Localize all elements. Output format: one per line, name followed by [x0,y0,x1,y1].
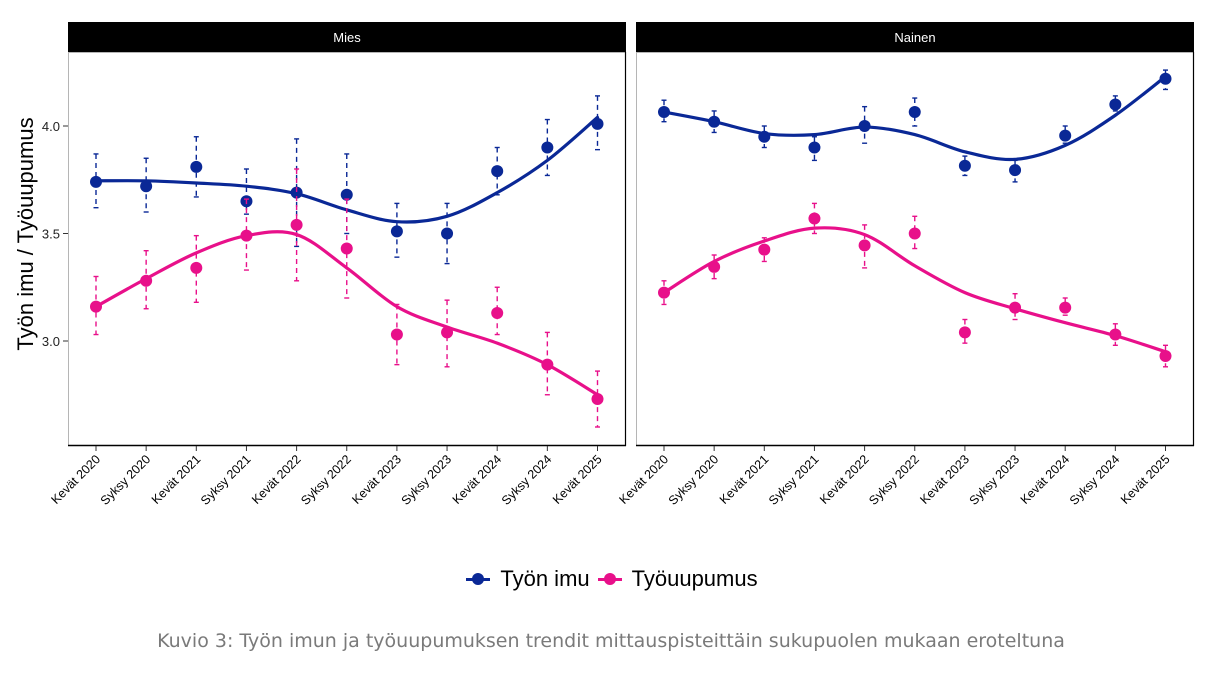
legend-label-tyon-imu: Työn imu [500,566,590,591]
x-tick-label: Kevät 2021 [149,452,204,507]
legend-key-tyon-imu-icon [464,569,492,589]
legend-key-tyouupumus-icon [596,569,624,589]
data-point [658,286,670,299]
legend-item-tyouupumus[interactable]: Työuupumus [596,566,758,592]
data-point [441,326,454,339]
data-point [858,239,871,252]
legend-item-tyon-imu[interactable]: Työn imu [464,566,590,592]
data-point [1109,328,1122,341]
data-point [1159,350,1172,363]
x-tick-label: Kevät 2024 [450,452,505,507]
data-point [240,229,253,242]
x-tick-label: Syksy 2022 [298,452,354,508]
data-point [1159,72,1172,85]
data-point [808,212,821,225]
series-tyouupumus [90,168,604,428]
x-tick-label: Kevät 2025 [550,452,605,507]
data-point [190,261,203,274]
x-tick-label: Kevät 2023 [917,452,972,507]
facet-strip-title: Mies [333,30,361,45]
data-point [190,160,203,173]
x-tick-label: Syksy 2023 [399,452,455,508]
x-tick-label: Syksy 2020 [666,452,722,508]
data-point [1009,164,1022,177]
data-point [708,115,721,128]
data-point [290,186,303,199]
data-point [441,227,454,240]
data-point [708,260,721,273]
y-tick-label: 4.0 [42,119,60,134]
y-axis-label: Työn imu / Työuupumus [13,117,38,350]
x-tick-label: Syksy 2021 [766,452,822,508]
facet-strip [68,22,626,52]
data-point [808,141,821,154]
legend: Työn imu Työuupumus [0,566,1222,592]
x-tick-label: Kevät 2020 [616,452,671,507]
data-point [390,328,403,341]
facet-strip [636,22,1194,52]
figure-caption: Kuvio 3: Työn imun ja työuupumuksen tren… [157,630,1065,652]
x-tick-label: Syksy 2023 [967,452,1023,508]
x-tick-label: Syksy 2021 [198,452,254,508]
data-point [390,225,403,238]
x-tick-label: Kevät 2020 [48,452,103,507]
series-tyouupumus [658,202,1172,368]
data-point [858,120,871,132]
x-tick-label: Syksy 2020 [98,452,154,508]
data-point [1059,129,1072,142]
data-point [591,393,604,406]
x-tick-label: Kevät 2023 [349,452,404,507]
data-point [1059,301,1072,314]
x-tick-label: Syksy 2024 [499,452,555,508]
data-point [1109,98,1122,111]
data-point [340,188,353,201]
x-tick-label: Syksy 2024 [1067,452,1123,508]
data-point [491,307,504,320]
data-point [1009,301,1022,314]
x-tick-label: Kevät 2022 [817,452,872,507]
x-tick-label: Syksy 2022 [866,452,922,508]
data-point [758,243,771,256]
legend-label-tyouupumus: Työuupumus [631,566,758,591]
data-point [90,175,102,188]
data-point [958,326,971,339]
x-tick-label: Kevät 2025 [1118,452,1173,507]
data-point [140,180,153,193]
data-point [541,358,554,371]
x-tick-label: Kevät 2021 [717,452,772,507]
x-tick-label: Kevät 2022 [249,452,304,507]
data-point [758,130,771,143]
y-tick-label: 3.0 [42,334,60,349]
data-point [658,106,670,119]
trend-line [662,226,1168,354]
data-point [140,274,153,287]
data-point [340,242,353,255]
series-tyon-imu [658,69,1172,183]
trend-line [662,74,1168,162]
data-point [290,218,303,231]
data-point [908,106,921,119]
trend-line [94,230,600,397]
x-tick-label: Kevät 2024 [1018,452,1073,507]
data-point [541,141,554,154]
data-point [491,165,504,178]
facet-strip-title: Nainen [894,30,935,45]
data-point [958,159,971,172]
data-point [908,227,921,240]
y-tick-label: 3.5 [42,227,60,242]
data-point [591,117,604,130]
data-point [90,300,102,313]
